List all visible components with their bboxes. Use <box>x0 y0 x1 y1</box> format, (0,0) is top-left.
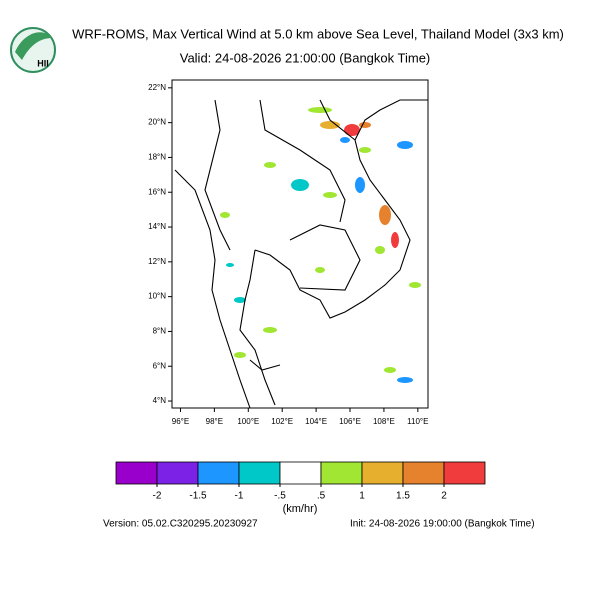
speckle <box>308 107 332 113</box>
x-tick-label: 108°E <box>373 417 395 426</box>
speckle <box>323 192 337 198</box>
colorbar-label: -2 <box>153 491 162 502</box>
y-tick-label: 16°N <box>148 187 166 196</box>
title: WRF-ROMS, Max Vertical Wind at 5.0 km ab… <box>72 26 564 41</box>
logo-leaf <box>15 32 52 60</box>
x-tick-label: 106°E <box>339 417 361 426</box>
logo-text: HII <box>37 58 49 68</box>
wind-speckles <box>220 107 421 383</box>
speckle <box>359 122 371 128</box>
speckle <box>355 177 365 193</box>
border <box>259 99 346 223</box>
x-tick-label: 104°E <box>305 417 327 426</box>
init-time: Init: 24-08-2026 19:00:00 (Bangkok Time) <box>350 519 535 530</box>
y-tick-label: 20°N <box>148 118 166 127</box>
colorbar-label: .5 <box>317 491 326 502</box>
colorbar-box <box>279 461 322 485</box>
colorbar-label: 1.5 <box>396 491 410 502</box>
speckle <box>340 137 350 143</box>
colorbar-box <box>361 461 404 485</box>
colorbar-box <box>443 461 486 485</box>
colorbar-label: -.5 <box>274 491 286 502</box>
speckle <box>226 263 234 267</box>
border <box>319 99 356 141</box>
speckle <box>344 124 360 136</box>
speckle <box>320 121 340 129</box>
valid-time: Valid: 24-08-2026 21:00:00 (Bangkok Time… <box>180 50 431 65</box>
speckle <box>384 367 396 373</box>
colorbar-box <box>156 461 199 485</box>
speckle <box>315 267 325 273</box>
x-tick-label: 110°E <box>407 417 428 426</box>
x-tick-label: 98°E <box>206 417 223 426</box>
colorbar-box <box>115 461 158 485</box>
y-tick-label: 4°N <box>153 396 167 405</box>
colorbar-label: -1.5 <box>189 491 207 502</box>
colorbar-box <box>238 461 281 485</box>
x-tick-label: 102°E <box>271 417 293 426</box>
y-tick-label: 6°N <box>153 361 167 370</box>
border <box>204 99 231 251</box>
y-tick-label: 8°N <box>153 327 167 336</box>
colorbar-label: 1 <box>359 491 365 502</box>
y-tick-label: 14°N <box>148 222 166 231</box>
colorbar-box <box>197 461 240 485</box>
speckle <box>234 297 246 303</box>
map-frame <box>171 79 429 409</box>
colorbar-label: 2 <box>441 491 447 502</box>
colorbar: -2 -1.5 -1 -.5 .5 1 1.5 2 <box>115 461 486 502</box>
colorbar-box <box>402 461 445 485</box>
logo: HII <box>10 27 56 73</box>
version: Version: 05.02.C320295.20230927 <box>103 519 258 530</box>
coastline <box>254 99 428 319</box>
coastline <box>239 249 276 406</box>
border <box>289 224 361 291</box>
map <box>171 79 429 409</box>
speckle <box>359 147 371 153</box>
speckle <box>220 212 230 218</box>
border <box>249 359 281 371</box>
x-tick-label: 100°E <box>237 417 259 426</box>
speckle <box>263 327 277 333</box>
speckle <box>397 141 413 149</box>
colorbar-unit: (km/hr) <box>283 503 318 515</box>
colorbar-label: -1 <box>235 491 244 502</box>
colorbar-box <box>320 461 363 485</box>
y-tick-label: 12°N <box>148 257 166 266</box>
speckle <box>409 282 421 288</box>
speckle <box>264 162 276 168</box>
y-tick-label: 22°N <box>148 83 166 92</box>
speckle <box>234 352 246 358</box>
y-tick-label: 18°N <box>148 153 166 162</box>
speckle <box>375 246 385 254</box>
speckle <box>391 232 399 248</box>
x-tick-label: 96°E <box>172 417 189 426</box>
speckle <box>397 377 413 383</box>
y-tick-label: 10°N <box>148 292 166 301</box>
speckle <box>379 205 391 225</box>
coastline <box>174 169 251 409</box>
speckle <box>291 179 309 191</box>
